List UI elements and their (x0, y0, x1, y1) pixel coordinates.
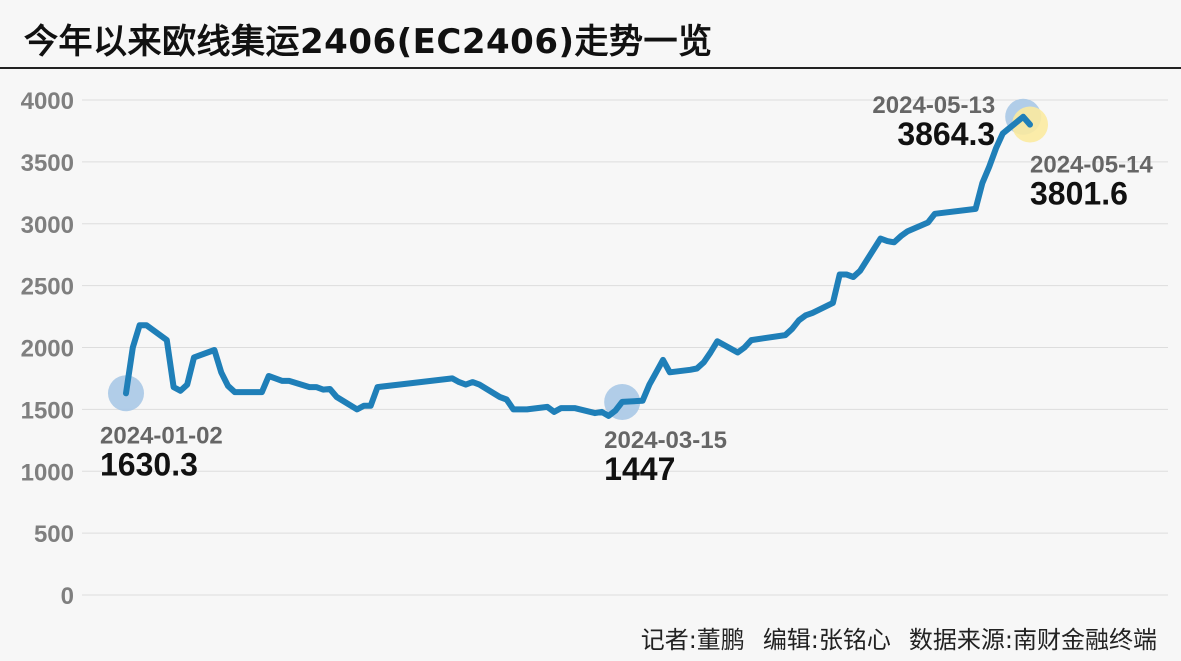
source-credit: 数据来源:南财金融终端 (908, 626, 1157, 654)
title-divider (0, 67, 1181, 69)
annotation-value: 1630.3 (100, 446, 198, 482)
y-tick-label: 2500 (21, 274, 74, 301)
y-tick-label: 500 (34, 521, 74, 548)
annotation-date: 2024-03-15 (604, 427, 727, 454)
credits: 记者:董鹏 编辑:张铭心 数据来源:南财金融终端 (623, 620, 1157, 655)
y-tick-label: 3000 (21, 212, 74, 239)
annotation-value: 3801.6 (1030, 176, 1128, 212)
y-axis-ticks: 0 500 1000 1500 2000 2500 3000 3500 4000 (21, 88, 74, 610)
annotation-date: 2024-05-14 (1030, 152, 1153, 179)
price-series (123, 113, 1033, 419)
y-tick-label: 1500 (21, 397, 74, 424)
y-tick-label: 4000 (21, 88, 74, 115)
gridlines (82, 99, 1168, 596)
y-tick-label: 0 (61, 583, 74, 610)
y-tick-label: 1000 (21, 459, 74, 486)
chart-title: 今年以来欧线集运2406(EC2406)走势一览 (24, 22, 713, 62)
editor-credit: 编辑:张铭心 (762, 626, 891, 654)
reporter-credit: 记者:董鹏 (640, 626, 745, 654)
annotation-value: 3864.3 (897, 116, 995, 152)
annotation-date: 2024-01-02 (100, 422, 223, 449)
annotation-value: 1447 (604, 451, 675, 487)
price-line (123, 113, 1033, 419)
y-tick-label: 2000 (21, 336, 74, 363)
y-tick-label: 3500 (21, 150, 74, 177)
annotation-date: 2024-05-13 (872, 92, 995, 119)
